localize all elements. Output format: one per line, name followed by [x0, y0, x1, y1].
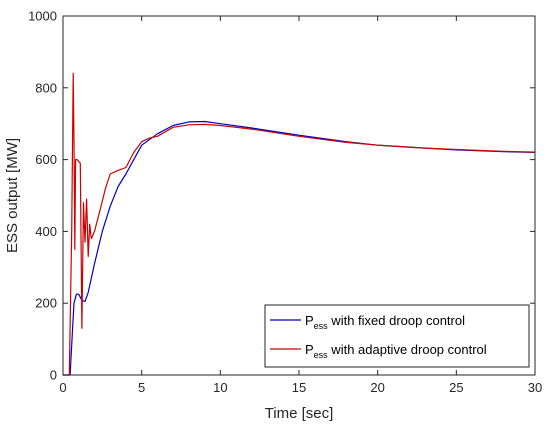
- x-tick-label-1: 5: [138, 380, 145, 395]
- y-tick-label-1: 200: [35, 296, 57, 311]
- legend-label-fixed: Pess with fixed droop control: [305, 313, 465, 331]
- y-tick-label-5: 1000: [28, 9, 57, 24]
- y-tick-label-4: 800: [35, 80, 57, 95]
- legend: Pess with fixed droop control Pess with …: [264, 304, 530, 368]
- y-tick-label-0: 0: [50, 368, 57, 383]
- series-line-1: [63, 72, 536, 376]
- x-tick-label-4: 20: [370, 380, 384, 395]
- x-tick-label-6: 30: [528, 380, 542, 395]
- y-tick-label-3: 600: [35, 152, 57, 167]
- y-tick-label-2: 400: [35, 224, 57, 239]
- y-axis-label: ESS output [MW]: [4, 138, 21, 253]
- x-axis-label: Time [sec]: [265, 405, 334, 422]
- legend-box: [264, 304, 530, 368]
- tick-labels-layer: 0 5 10 15 20 25 30 0 200 400 600 800 1000: [28, 9, 542, 396]
- legend-label-adaptive: Pess with adaptive droop control: [305, 342, 487, 360]
- x-tick-label-3: 15: [292, 380, 306, 395]
- series-layer: [63, 72, 536, 376]
- x-tick-label-5: 25: [449, 380, 463, 395]
- ticks-layer: [62, 15, 536, 376]
- x-tick-label-0: 0: [59, 380, 66, 395]
- x-tick-label-2: 10: [213, 380, 227, 395]
